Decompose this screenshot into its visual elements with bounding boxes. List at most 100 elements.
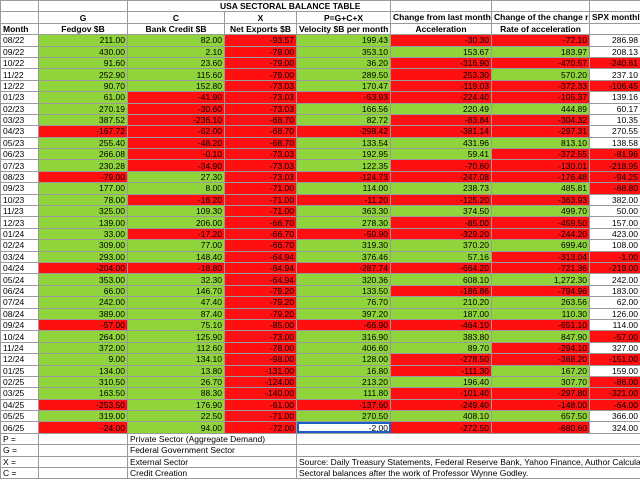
spx-cell[interactable]: 10.35 (589, 113, 640, 127)
fedgov-cell[interactable]: 319.00 (38, 410, 128, 423)
velocity-cell[interactable]: -53.93 (295, 91, 392, 104)
net-exports-cell[interactable]: -79.20 (224, 284, 297, 298)
acceleration-cell[interactable]: 210.20 (390, 296, 493, 309)
fedgov-cell[interactable]: -204.00 (38, 261, 128, 275)
net-exports-cell[interactable]: -73.03 (224, 148, 297, 161)
net-exports-cell[interactable]: -66.70 (224, 227, 297, 241)
month-cell[interactable]: 01/24 (0, 227, 39, 241)
rate-of-acceleration-cell[interactable]: -72.10 (491, 34, 591, 47)
spx-cell[interactable]: -106.45 (589, 79, 640, 93)
spx-cell[interactable]: -57.00 (589, 330, 640, 343)
bank-credit-cell[interactable]: 112.60 (127, 341, 225, 355)
velocity-cell[interactable]: 133.50 (295, 284, 392, 298)
bank-credit-cell[interactable]: 206.00 (127, 216, 225, 229)
bank-credit-cell[interactable]: -41.90 (127, 91, 225, 104)
bank-credit-cell[interactable]: 2.10 (127, 45, 225, 58)
fedgov-cell[interactable]: -167.72 (38, 125, 128, 138)
velocity-cell[interactable]: 376.46 (295, 250, 392, 264)
bank-credit-cell[interactable]: 47.40 (127, 296, 225, 309)
acceleration-cell[interactable]: -664.20 (390, 261, 493, 275)
col-header-velocity[interactable]: Velocity $B per month (295, 22, 392, 36)
acceleration-cell[interactable]: 196.40 (390, 375, 493, 389)
month-cell[interactable]: 06/25 (0, 421, 39, 434)
velocity-cell[interactable]: -11.20 (295, 193, 392, 207)
bank-credit-cell[interactable]: 94.00 (127, 421, 225, 434)
fedgov-cell[interactable]: 266.08 (38, 148, 128, 161)
bank-credit-cell[interactable]: 23.60 (127, 56, 225, 70)
rate-of-acceleration-cell[interactable]: -130.01 (491, 159, 591, 172)
fedgov-cell[interactable]: 211.00 (38, 34, 128, 47)
bank-credit-cell[interactable]: -62.00 (127, 125, 225, 138)
acceleration-cell[interactable]: 608.10 (390, 273, 493, 286)
spx-cell[interactable]: 157.00 (589, 216, 640, 229)
acceleration-cell[interactable]: -101.40 (390, 387, 493, 400)
rate-of-acceleration-cell[interactable]: -721.36 (491, 261, 591, 275)
velocity-cell[interactable]: 406.60 (295, 341, 392, 355)
acceleration-cell[interactable]: -111.30 (390, 364, 493, 377)
rate-of-acceleration-cell[interactable]: -794.96 (491, 284, 591, 298)
fedgov-cell[interactable]: 310.50 (38, 375, 128, 389)
net-exports-cell[interactable]: -71.00 (224, 205, 297, 218)
bank-credit-cell[interactable]: 22.50 (127, 410, 225, 423)
acceleration-cell[interactable]: 220.49 (390, 102, 493, 115)
net-exports-cell[interactable]: -61.00 (224, 398, 297, 412)
fedgov-cell[interactable]: 372.00 (38, 341, 128, 355)
rate-of-acceleration-cell[interactable]: 499.70 (491, 205, 591, 218)
velocity-cell[interactable]: 128.00 (295, 353, 392, 366)
month-cell[interactable]: 09/22 (0, 45, 39, 58)
table-title[interactable]: USA SECTORAL BALANCE TABLE (126, 0, 392, 13)
fedgov-cell[interactable]: -79.00 (38, 170, 128, 184)
velocity-cell[interactable]: 320.36 (295, 273, 392, 286)
spx-cell[interactable]: 50.00 (589, 205, 640, 218)
velocity-cell[interactable]: -66.90 (295, 318, 392, 332)
spx-cell[interactable]: 60.17 (589, 102, 640, 115)
spx-cell[interactable]: -218.95 (589, 159, 640, 172)
month-cell[interactable]: 11/22 (0, 68, 39, 81)
rate-of-acceleration-cell[interactable]: 813.10 (491, 136, 591, 150)
legend-key[interactable]: G = (0, 444, 39, 457)
acceleration-cell[interactable]: -83.84 (390, 113, 493, 127)
bank-credit-cell[interactable]: -18.20 (127, 193, 225, 207)
bank-credit-cell[interactable]: 146.70 (127, 284, 225, 298)
rate-of-acceleration-cell[interactable]: -372.55 (491, 148, 591, 161)
net-exports-cell[interactable]: -78.00 (224, 341, 297, 355)
net-exports-cell[interactable]: -73.00 (224, 330, 297, 343)
rate-of-acceleration-cell[interactable]: -372.33 (491, 79, 591, 93)
acceleration-cell[interactable]: 153.67 (390, 45, 493, 58)
rate-of-acceleration-cell[interactable]: -148.00 (491, 398, 591, 412)
velocity-cell[interactable]: 122.35 (295, 159, 392, 172)
velocity-cell[interactable]: -298.42 (295, 125, 392, 138)
rate-of-acceleration-cell[interactable]: -651.10 (491, 318, 591, 332)
month-cell[interactable]: 09/24 (0, 318, 39, 332)
month-cell[interactable]: 07/23 (0, 159, 39, 172)
fedgov-cell[interactable]: 163.50 (38, 387, 128, 400)
acceleration-cell[interactable]: -30.30 (390, 34, 493, 47)
bank-credit-cell[interactable]: 77.00 (127, 239, 225, 252)
velocity-cell[interactable]: 213.20 (295, 375, 392, 389)
net-exports-cell[interactable]: -79.20 (224, 307, 297, 320)
fedgov-cell[interactable]: 61.00 (38, 91, 128, 104)
velocity-cell[interactable]: 363.30 (295, 205, 392, 218)
fedgov-cell[interactable]: 66.00 (38, 284, 128, 298)
spx-cell[interactable]: 237.10 (589, 68, 640, 81)
rate-of-acceleration-cell[interactable]: 444.89 (491, 102, 591, 115)
legend-label[interactable]: External Sector (127, 455, 297, 469)
month-cell[interactable]: 08/22 (0, 34, 39, 47)
acceleration-cell[interactable]: -70.60 (390, 159, 493, 172)
header-acceleration-change[interactable]: Change of the change rate $B acceleratio… (491, 11, 591, 24)
bank-credit-cell[interactable]: 87.40 (127, 307, 225, 320)
spx-cell[interactable]: 324.00 (589, 421, 640, 434)
month-cell[interactable]: 03/25 (0, 387, 39, 400)
bank-credit-cell[interactable]: -17.20 (127, 227, 225, 241)
bank-credit-cell[interactable]: 176.90 (127, 398, 225, 412)
bank-credit-cell[interactable]: 27.30 (127, 170, 225, 184)
header-velocity-change[interactable]: Change from last month $B Velocity (390, 11, 493, 24)
month-cell[interactable]: 12/23 (0, 216, 39, 229)
acceleration-cell[interactable]: 253.30 (390, 68, 493, 81)
spx-cell[interactable]: 327.00 (589, 341, 640, 355)
velocity-cell[interactable]: -137.60 (295, 398, 392, 412)
bank-credit-cell[interactable]: -0.10 (127, 148, 225, 161)
net-exports-cell[interactable]: -71.00 (224, 193, 297, 207)
fedgov-cell[interactable]: 252.90 (38, 68, 128, 81)
rate-of-acceleration-cell[interactable]: 183.97 (491, 45, 591, 58)
